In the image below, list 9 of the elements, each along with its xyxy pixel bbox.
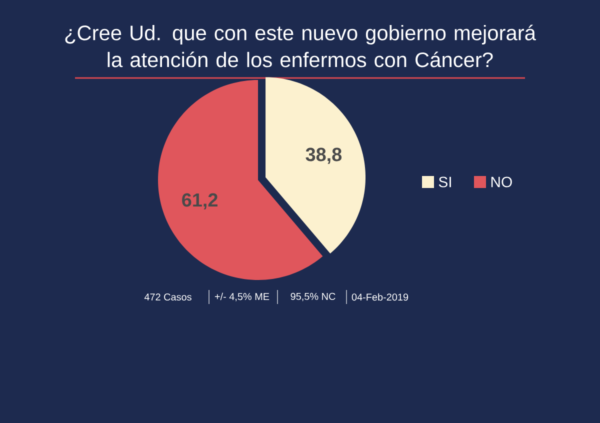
data-label: 61,2	[182, 193, 218, 210]
text: 472 Casos	[144, 293, 192, 301]
legend-label: NO	[491, 176, 512, 188]
text: 95,5% NC	[290, 292, 336, 302]
text: +/- 4,5% ME	[214, 292, 270, 302]
data-label: 38,8	[306, 148, 342, 164]
text: 04-Feb-2019	[352, 293, 408, 301]
legend-label: SI	[438, 176, 451, 188]
chart-title: ¿Cree Ud. que con este nuevo gobierno mejorará la atención de los enfermos con Cáncer?	[65, 24, 536, 68]
